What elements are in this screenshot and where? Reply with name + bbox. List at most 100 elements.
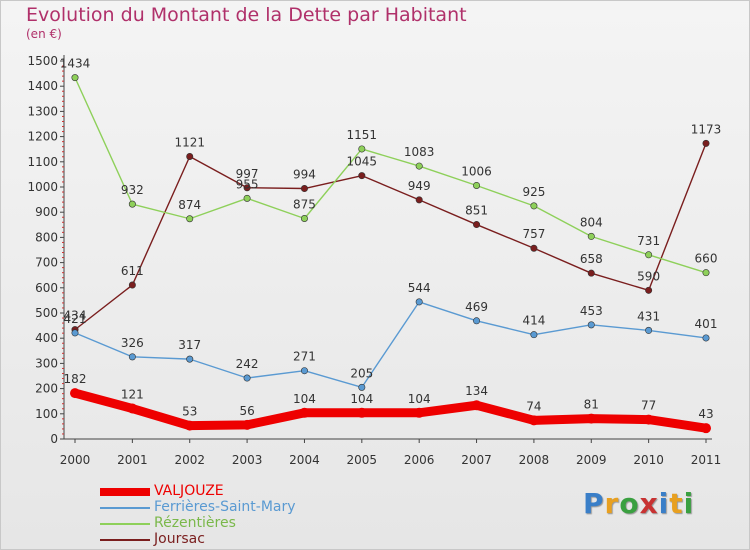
legend-swatch-joursac <box>100 539 150 541</box>
data-label: 875 <box>293 198 316 212</box>
data-point <box>71 329 79 337</box>
y-tick-label: 1300 <box>27 104 58 118</box>
data-point <box>300 367 308 375</box>
data-point <box>71 74 79 82</box>
data-label: 611 <box>121 264 144 278</box>
line-chart: 0 100 200 300 400 500 600 700 800 900 1000 1100 1200… <box>27 54 722 467</box>
x-tick-label: 2007 <box>461 453 492 467</box>
data-label: 74 <box>526 399 541 413</box>
data-point <box>586 413 597 424</box>
data-label: 1434 <box>60 57 91 71</box>
logo-letter: i <box>658 487 670 520</box>
y-tick-label: 1000 <box>27 180 58 194</box>
data-label: 104 <box>293 392 316 406</box>
data-label: 925 <box>522 185 545 199</box>
legend-swatch-valjouze <box>100 488 150 496</box>
data-point <box>186 355 194 363</box>
data-point <box>415 162 423 170</box>
data-point <box>243 184 251 192</box>
data-label: 731 <box>637 234 660 248</box>
y-tick-label: 0 <box>50 432 58 446</box>
data-point <box>473 317 481 325</box>
data-label: 317 <box>178 338 201 352</box>
x-tick-label: 2006 <box>404 453 435 467</box>
data-point <box>128 281 136 289</box>
data-label: 1083 <box>404 145 435 159</box>
data-label: 544 <box>408 281 431 295</box>
series-line-1 <box>74 301 707 389</box>
data-label: 242 <box>236 357 259 371</box>
data-label: 590 <box>637 269 660 283</box>
y-tick-label: 800 <box>35 230 58 244</box>
data-label: 1121 <box>174 136 205 150</box>
y-tick-label: 500 <box>35 306 58 320</box>
data-label: 874 <box>178 198 201 212</box>
y-tick-label: 900 <box>35 205 58 219</box>
y-tick-label: 1500 <box>27 54 58 68</box>
y-tick-label: 1200 <box>27 130 58 144</box>
y-tick-label: 1400 <box>27 79 58 93</box>
data-label: 757 <box>522 227 545 241</box>
data-point <box>530 202 538 210</box>
logo-letter: i <box>683 487 695 520</box>
y-tick-label: 700 <box>35 256 58 270</box>
data-point <box>643 414 654 425</box>
data-label: 401 <box>695 317 718 331</box>
data-label: 1173 <box>691 122 722 136</box>
proxiti-logo: Proxiti <box>583 487 694 520</box>
data-point <box>242 419 253 430</box>
x-tick-label: 2008 <box>519 453 550 467</box>
y-tick-label: 300 <box>35 356 58 370</box>
chart-subtitle: (en €) <box>26 27 62 41</box>
data-label: 104 <box>408 392 431 406</box>
data-label: 53 <box>182 405 197 419</box>
data-point <box>702 334 710 342</box>
data-label: 1045 <box>347 155 378 169</box>
data-point <box>356 407 367 418</box>
y-tick-label: 600 <box>35 281 58 295</box>
data-point <box>645 251 653 259</box>
data-point <box>530 244 538 252</box>
data-point <box>186 153 194 161</box>
logo-letter: P <box>583 487 605 520</box>
data-point <box>128 200 136 208</box>
legend-label-rezentieres: Rézentières <box>154 515 236 531</box>
data-point <box>645 286 653 294</box>
data-point <box>186 215 194 223</box>
data-label: 932 <box>121 183 144 197</box>
x-tick-label: 2005 <box>347 453 378 467</box>
x-tick-label: 2002 <box>174 453 205 467</box>
y-tick-label: 1100 <box>27 155 58 169</box>
data-point <box>702 269 710 277</box>
data-point <box>528 415 539 426</box>
data-point <box>587 321 595 329</box>
x-tick-label: 2009 <box>576 453 607 467</box>
x-tick-label: 2003 <box>232 453 263 467</box>
series-line-3 <box>74 142 707 331</box>
y-tick-label: 200 <box>35 382 58 396</box>
data-point <box>587 269 595 277</box>
data-point <box>473 221 481 229</box>
data-point <box>300 185 308 193</box>
data-label: 1006 <box>461 164 492 178</box>
data-label: 994 <box>293 168 316 182</box>
data-label: 326 <box>121 336 144 350</box>
series-line-2 <box>74 76 707 274</box>
data-label: 1151 <box>347 128 378 142</box>
data-label: 43 <box>698 407 713 421</box>
data-point <box>243 374 251 382</box>
data-point <box>70 388 80 399</box>
data-label: 955 <box>236 177 259 191</box>
data-point <box>473 181 481 189</box>
data-label: 134 <box>465 384 488 398</box>
y-tick-label: 400 <box>35 331 58 345</box>
data-point <box>414 407 425 418</box>
x-tick-label: 2001 <box>117 453 148 467</box>
data-label: 271 <box>293 350 316 364</box>
data-label: 949 <box>408 179 431 193</box>
data-point <box>358 145 366 153</box>
data-point <box>300 215 308 223</box>
legend-swatch-rezentieres <box>100 523 150 525</box>
data-point <box>587 232 595 240</box>
